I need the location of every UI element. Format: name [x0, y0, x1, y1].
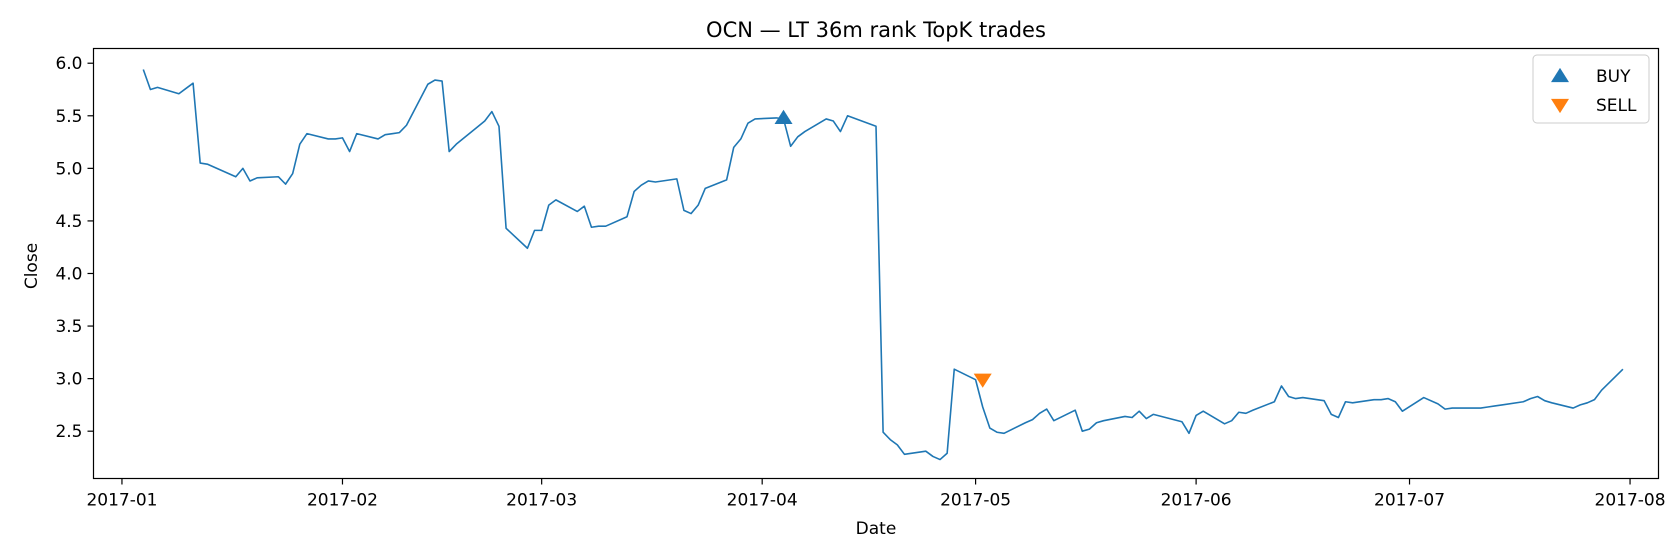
- y-tick-label: 3.0: [55, 370, 82, 390]
- x-tick-label: 2017-03: [506, 491, 577, 511]
- chart-title: OCN — LT 36m rank TopK trades: [706, 18, 1046, 42]
- trade-markers: [774, 109, 992, 388]
- series-layer: [142, 69, 1624, 461]
- plot-frame: [92, 47, 1660, 480]
- x-axis-label: Date: [856, 519, 897, 539]
- y-tick-label: 5.5: [55, 107, 82, 127]
- y-tick-label: 4.5: [55, 212, 82, 232]
- sell-marker: [973, 373, 992, 388]
- y-tick-label: 2.5: [55, 422, 82, 442]
- legend-label: SELL: [1596, 96, 1637, 116]
- legend-buy-marker: [1551, 67, 1569, 83]
- x-tick-label: 2017-08: [1595, 491, 1666, 511]
- legend-label: BUY: [1596, 67, 1631, 87]
- legend-sell-marker: [1551, 98, 1569, 114]
- legend: BUY SELL: [1532, 54, 1650, 124]
- x-tick-label: 2017-05: [940, 491, 1011, 511]
- y-tick-label: 5.0: [55, 159, 82, 179]
- x-tick-label: 2017-07: [1374, 491, 1445, 511]
- close-price-line: [142, 69, 1624, 461]
- buy-marker: [774, 109, 793, 124]
- x-tick-label: 2017-02: [307, 491, 378, 511]
- x-tick-label: 2017-04: [727, 491, 798, 511]
- x-tick-label: 2017-01: [86, 491, 157, 511]
- x-tick-label: 2017-06: [1161, 491, 1232, 511]
- y-tick-label: 4.0: [55, 264, 82, 284]
- y-axis: 2.5 3.0 3.5 4.0 4.5 5.0 5.5 6.0: [55, 54, 94, 442]
- x-axis: 2017-01 2017-02 2017-03 2017-04 2017-05 2017-…: [86, 478, 1666, 511]
- y-axis-label: Close: [22, 243, 42, 289]
- y-tick-label: 6.0: [55, 54, 82, 74]
- y-tick-label: 3.5: [55, 317, 82, 337]
